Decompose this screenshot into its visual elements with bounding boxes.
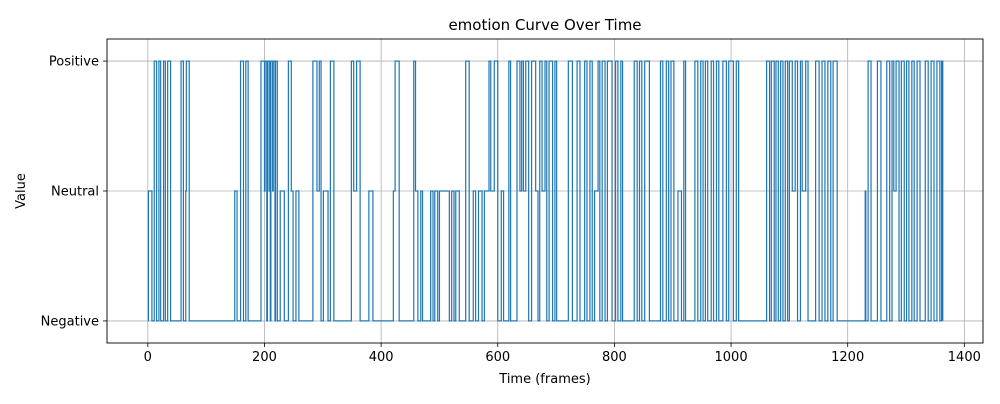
emotion-series-line [147,60,944,322]
chart-title: emotion Curve Over Time [448,16,641,34]
series-layer [147,60,944,322]
x-tick-label: 800 [602,350,627,365]
x-tick-label: 0 [144,350,152,365]
x-axis-label: Time (frames) [498,372,590,387]
x-tick-label: 1200 [831,350,864,365]
x-tick-label: 1000 [715,350,748,365]
x-tick-label: 600 [485,350,510,365]
x-tick-label: 200 [252,350,277,365]
y-tick-label: Negative [41,314,99,329]
axes: 0 200 400 600 800 1000 1200 1400 Negative Neutral… [41,55,981,365]
y-tick-label: Neutral [51,185,99,200]
x-tick-label: 1400 [948,350,981,365]
x-tick-label: 400 [369,350,394,365]
y-tick-label: Positive [49,55,99,70]
y-axis-label: Value [14,173,29,209]
